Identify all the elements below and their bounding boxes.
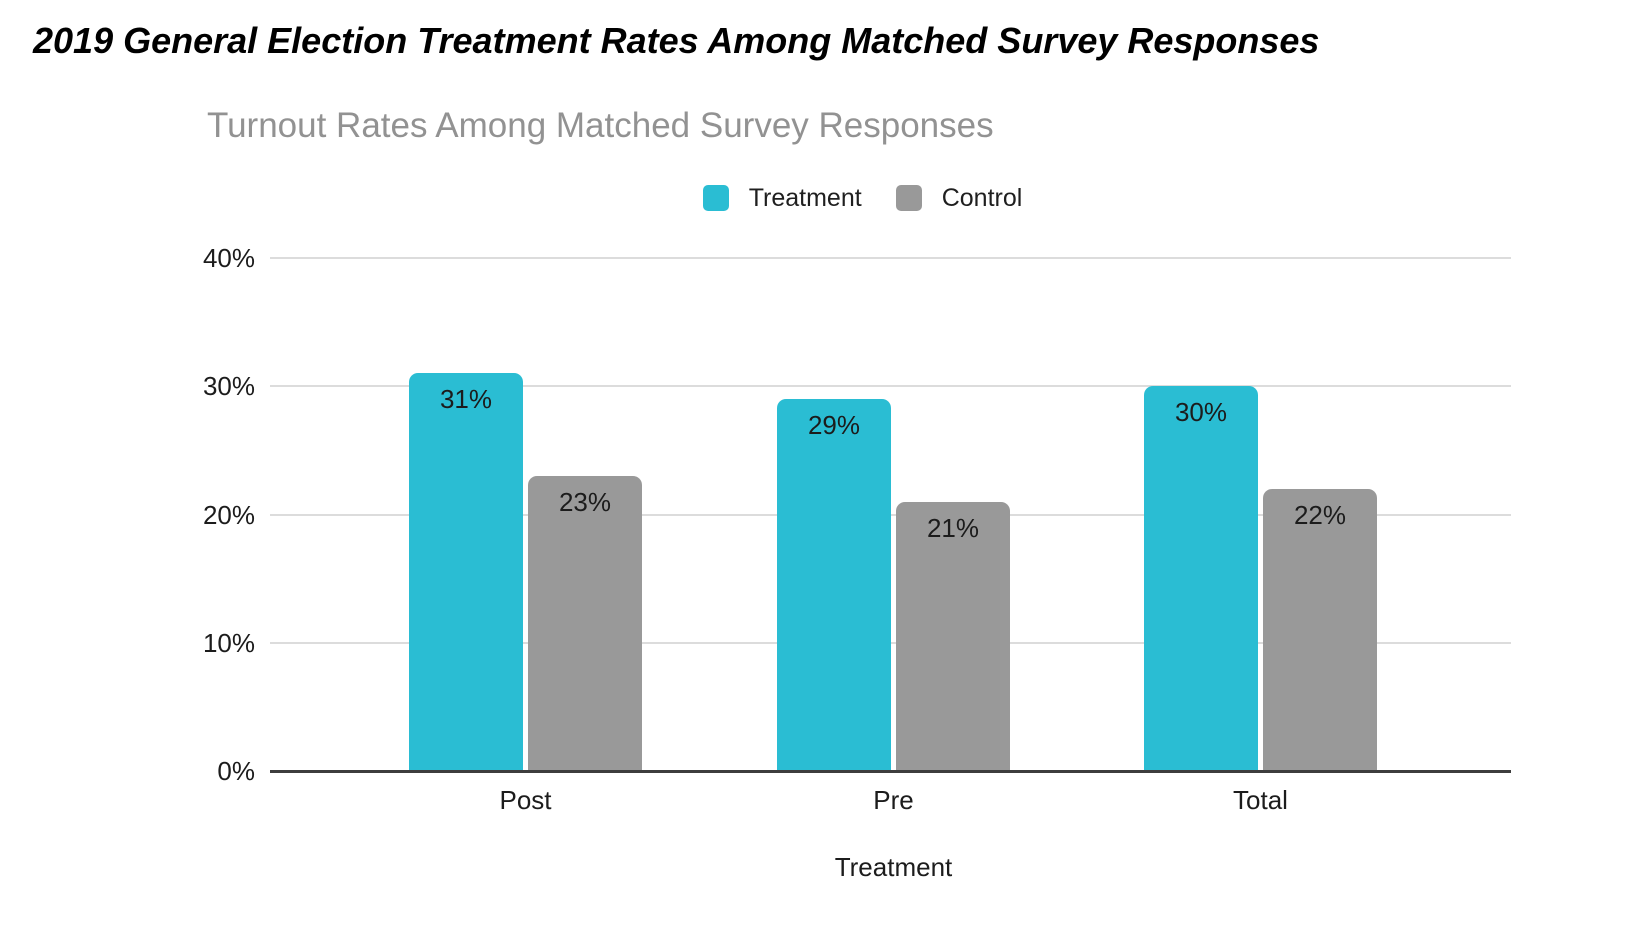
legend-label: Treatment	[748, 183, 862, 212]
bar-treatment-total: 30%	[1144, 386, 1258, 771]
legend-label: Control	[941, 183, 1023, 212]
legend-item-treatment: Treatment	[702, 183, 862, 213]
chart-title: Turnout Rates Among Matched Survey Respo…	[207, 106, 994, 145]
bar-control-total: 22%	[1263, 488, 1377, 771]
bar-value-label: 22%	[1293, 499, 1347, 530]
bar-control-post: 23%	[528, 476, 642, 771]
y-tick-label: 20%	[202, 499, 255, 530]
y-tick-label: 10%	[202, 627, 255, 658]
bar-value-label: 23%	[558, 487, 612, 518]
legend-swatch-control	[895, 185, 922, 211]
bar-treatment-pre: 29%	[777, 399, 891, 771]
bar-value-label: 29%	[807, 410, 861, 441]
y-tick-label: 0%	[217, 756, 255, 786]
legend-item-control: Control	[895, 183, 1023, 213]
bar-value-label: 21%	[926, 512, 980, 543]
x-axis-line	[270, 770, 1511, 773]
bar-group-total: 30% 22%	[1144, 258, 1377, 771]
bar-treatment-post: 31%	[409, 373, 523, 771]
x-category-label-pre: Pre	[873, 785, 914, 815]
bar-value-label: 31%	[439, 384, 493, 415]
chart-legend: Treatment Control	[270, 182, 1455, 214]
page-title: 2019 General Election Treatment Rates Am…	[33, 20, 1320, 61]
y-tick-label: 30%	[202, 371, 255, 402]
x-category-label-total: Total	[1233, 785, 1288, 815]
gridline	[270, 385, 1511, 388]
bar-control-pre: 21%	[896, 501, 1010, 771]
bar-group-pre: 29% 21%	[777, 258, 1010, 771]
plot-area: 0% 10% 20% 30% 40% 31% 23% Post 29% 21% Pre 30% 22% T…	[203, 243, 1511, 815]
bar-group-post: 31% 23%	[409, 258, 642, 771]
x-category-label-post: Post	[499, 785, 552, 815]
y-tick-label: 40%	[202, 243, 255, 273]
x-axis-title: Treatment	[834, 852, 953, 882]
legend-swatch-treatment	[702, 185, 729, 211]
bar-value-label: 30%	[1174, 397, 1228, 428]
gridline	[270, 257, 1511, 259]
